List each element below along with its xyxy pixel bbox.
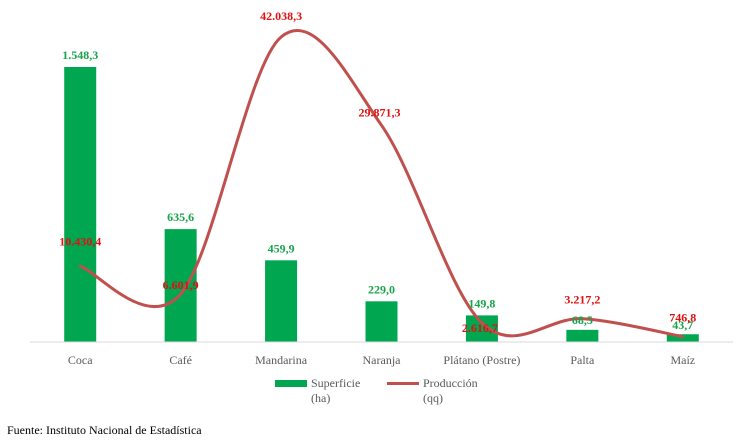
category-label-0: Coca xyxy=(68,353,93,367)
line-label-2: 42.038,3 xyxy=(260,9,302,23)
legend-swatch-line xyxy=(387,382,419,385)
bar-label-4: 149,8 xyxy=(468,296,495,310)
bar-3 xyxy=(365,301,398,342)
line-label-1: 6.601,9 xyxy=(163,278,199,292)
legend-item-produccion: Producción (qq) xyxy=(387,376,478,406)
legend-label-superficie: Superficie xyxy=(311,376,361,390)
bar-label-1: 635,6 xyxy=(167,210,194,224)
legend-label-produccion: Producción xyxy=(423,376,478,390)
bar-label-6: 43,7 xyxy=(672,318,693,332)
bar-6 xyxy=(666,334,699,342)
legend-item-superficie: Superficie (ha) xyxy=(275,376,360,406)
bar-label-2: 459,9 xyxy=(268,241,295,255)
category-label-3: Naranja xyxy=(363,353,402,367)
bar-label-3: 229,0 xyxy=(368,282,395,296)
bar-4 xyxy=(465,315,498,342)
legend-unit-produccion: (qq) xyxy=(423,391,443,405)
line-label-0: 10.430,4 xyxy=(59,234,101,248)
line-label-3: 29.871,3 xyxy=(359,105,401,119)
line-label-6: 746,8 xyxy=(669,311,696,325)
category-label-5: Palta xyxy=(570,353,595,367)
line-series-produccion xyxy=(78,29,685,339)
legend: Superficie (ha) Producción (qq) xyxy=(0,376,756,416)
bar-1 xyxy=(164,229,197,342)
line-data-labels: 10.430,4 6.601,9 42.038,3 29.871,3 2.616,7 3.… xyxy=(59,9,696,335)
category-label-6: Maíz xyxy=(670,353,695,367)
category-label-4: Plátano (Postre) xyxy=(443,353,520,367)
bar-5 xyxy=(566,329,599,342)
bar-label-5: 68,5 xyxy=(572,313,593,327)
category-label-2: Mandarina xyxy=(255,353,308,367)
line-label-4: 2.616,7 xyxy=(462,321,498,335)
bar-label-0: 1.548,3 xyxy=(62,48,98,62)
produccion-line xyxy=(78,29,685,339)
category-label-1: Café xyxy=(169,353,192,367)
legend-unit-superficie: (ha) xyxy=(311,391,331,405)
legend-swatch-bar xyxy=(275,380,307,387)
line-label-5: 3.217,2 xyxy=(564,293,600,307)
bar-data-labels: 1.548,3 635,6 459,9 229,0 149,8 68,5 43,7 xyxy=(62,48,693,332)
source-note: Fuente: Instituto Nacional de Estadístic… xyxy=(7,423,202,437)
bar-2 xyxy=(265,260,298,342)
bar-0 xyxy=(64,67,97,342)
bar-series-superficie xyxy=(64,67,699,342)
category-labels: Coca Café Mandarina Naranja Plátano (Postre)… xyxy=(68,353,695,367)
